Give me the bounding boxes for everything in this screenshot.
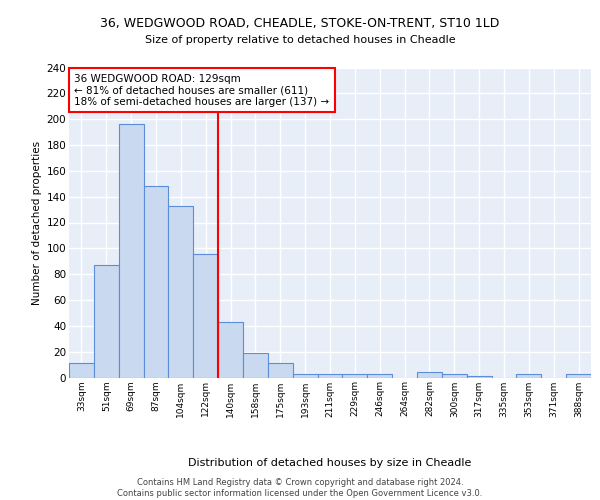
Bar <box>94 265 119 378</box>
Bar <box>119 124 143 378</box>
Bar <box>566 374 591 378</box>
Text: Contains HM Land Registry data © Crown copyright and database right 2024.
Contai: Contains HM Land Registry data © Crown c… <box>118 478 482 498</box>
Bar <box>143 186 169 378</box>
Bar <box>317 374 343 378</box>
Text: Size of property relative to detached houses in Cheadle: Size of property relative to detached ho… <box>145 35 455 45</box>
Bar <box>218 322 243 378</box>
Bar <box>243 353 268 378</box>
Bar <box>69 364 94 378</box>
Bar <box>343 374 367 378</box>
Bar <box>367 374 392 378</box>
Text: 36, WEDGWOOD ROAD, CHEADLE, STOKE-ON-TRENT, ST10 1LD: 36, WEDGWOOD ROAD, CHEADLE, STOKE-ON-TRE… <box>100 18 500 30</box>
Bar <box>467 376 491 378</box>
Text: 36 WEDGWOOD ROAD: 129sqm
← 81% of detached houses are smaller (611)
18% of semi-: 36 WEDGWOOD ROAD: 129sqm ← 81% of detach… <box>74 74 329 107</box>
Bar <box>417 372 442 378</box>
X-axis label: Distribution of detached houses by size in Cheadle: Distribution of detached houses by size … <box>188 458 472 468</box>
Bar <box>268 364 293 378</box>
Bar <box>193 254 218 378</box>
Y-axis label: Number of detached properties: Number of detached properties <box>32 140 43 304</box>
Bar <box>169 206 193 378</box>
Bar <box>517 374 541 378</box>
Bar <box>293 374 317 378</box>
Bar <box>442 374 467 378</box>
